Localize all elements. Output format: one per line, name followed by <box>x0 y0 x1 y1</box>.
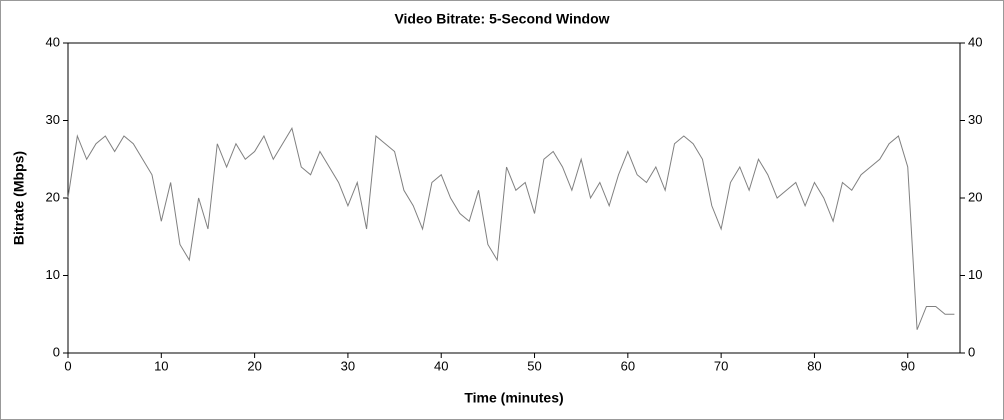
y2-tick-label: 40 <box>968 34 982 49</box>
x-tick-label: 20 <box>247 358 261 373</box>
y-tick-label: 40 <box>46 34 60 49</box>
y-axis-label: Bitrate (Mbps) <box>11 151 27 245</box>
x-axis-label: Time (minutes) <box>464 390 563 406</box>
x-tick-label: 30 <box>341 358 355 373</box>
y2-tick-label: 30 <box>968 112 982 127</box>
y2-tick-label: 0 <box>968 344 975 359</box>
chart-title: Video Bitrate: 5-Second Window <box>394 11 609 27</box>
x-tick-label: 80 <box>807 358 821 373</box>
y-tick-label: 0 <box>53 344 60 359</box>
x-tick-label: 40 <box>434 358 448 373</box>
x-tick-label: 70 <box>714 358 728 373</box>
y-tick-label: 10 <box>46 267 60 282</box>
x-tick-label: 50 <box>527 358 541 373</box>
x-tick-label: 60 <box>621 358 635 373</box>
line-series <box>67 126 955 330</box>
x-tick-label: 10 <box>154 358 168 373</box>
y2-tick-label: 10 <box>968 267 982 282</box>
y-tick-label: 30 <box>46 112 60 127</box>
x-tick-label: 0 <box>64 358 71 373</box>
y2-tick-label: 20 <box>968 189 982 204</box>
x-tick-label: 90 <box>901 358 915 373</box>
y-tick-label: 20 <box>46 189 60 204</box>
